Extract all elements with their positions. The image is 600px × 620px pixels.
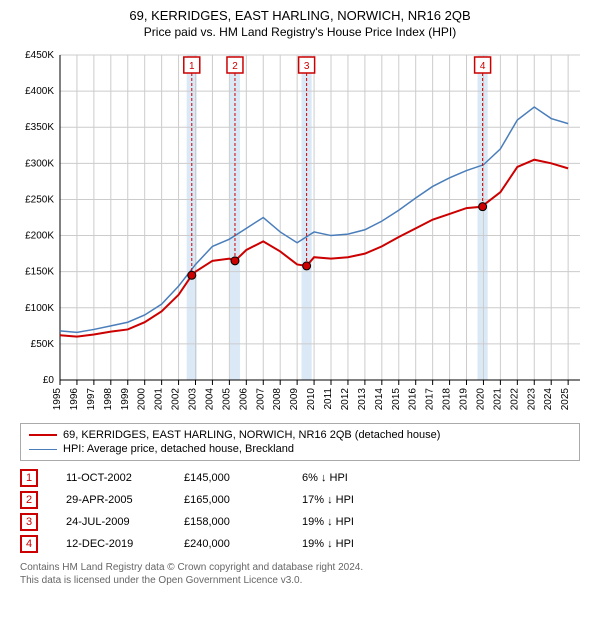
flag-label: 1 — [189, 61, 195, 72]
x-tick-label: 2018 — [442, 388, 453, 411]
sale-marker: 4 — [20, 535, 38, 553]
sale-price: £165,000 — [184, 494, 294, 506]
sale-point — [303, 262, 311, 270]
sales-table: 1 11-OCT-2002 £145,000 6% ↓ HPI 2 29-APR-2005… — [20, 467, 580, 555]
sale-price: £158,000 — [184, 516, 294, 528]
legend-swatch — [29, 434, 57, 436]
sale-date: 11-OCT-2002 — [46, 472, 176, 484]
sale-diff: 6% ↓ HPI — [302, 472, 422, 484]
y-tick-label: £0 — [43, 375, 55, 386]
page-title: 69, KERRIDGES, EAST HARLING, NORWICH, NR… — [10, 8, 590, 23]
y-tick-label: £400K — [25, 86, 54, 97]
chart-legend: 69, KERRIDGES, EAST HARLING, NORWICH, NR… — [20, 423, 580, 461]
x-tick-label: 2012 — [340, 388, 351, 411]
x-tick-label: 2013 — [357, 388, 368, 411]
x-tick-label: 2004 — [204, 388, 215, 411]
flag-label: 2 — [232, 61, 238, 72]
footnote-line: Contains HM Land Registry data © Crown c… — [20, 561, 580, 574]
sale-date: 24-JUL-2009 — [46, 516, 176, 528]
x-tick-label: 2025 — [560, 388, 571, 411]
sale-row: 4 12-DEC-2019 £240,000 19% ↓ HPI — [20, 533, 580, 555]
legend-label: 69, KERRIDGES, EAST HARLING, NORWICH, NR… — [63, 429, 440, 441]
sale-marker: 3 — [20, 513, 38, 531]
legend-item: 69, KERRIDGES, EAST HARLING, NORWICH, NR… — [29, 428, 571, 442]
legend-item: HPI: Average price, detached house, Brec… — [29, 442, 571, 456]
x-tick-label: 2002 — [171, 388, 182, 411]
x-tick-label: 1999 — [120, 388, 131, 411]
x-tick-label: 2006 — [238, 388, 249, 411]
sale-row: 3 24-JUL-2009 £158,000 19% ↓ HPI — [20, 511, 580, 533]
x-tick-label: 1996 — [69, 388, 80, 411]
sale-row: 1 11-OCT-2002 £145,000 6% ↓ HPI — [20, 467, 580, 489]
sale-diff: 19% ↓ HPI — [302, 538, 422, 550]
flag-label: 3 — [304, 61, 310, 72]
x-tick-label: 2007 — [255, 388, 266, 411]
x-tick-label: 2005 — [221, 388, 232, 411]
x-tick-label: 2017 — [425, 388, 436, 411]
y-tick-label: £300K — [25, 158, 54, 169]
x-tick-label: 2015 — [391, 388, 402, 411]
x-tick-label: 2014 — [374, 388, 385, 411]
x-tick-label: 2010 — [306, 388, 317, 411]
y-tick-label: £50K — [31, 339, 55, 350]
x-tick-label: 2009 — [289, 388, 300, 411]
x-tick-label: 2008 — [272, 388, 283, 411]
footnote: Contains HM Land Registry data © Crown c… — [20, 561, 580, 587]
x-tick-label: 2024 — [543, 388, 554, 411]
page-subtitle: Price paid vs. HM Land Registry's House … — [10, 25, 590, 39]
x-tick-label: 1995 — [52, 388, 63, 411]
price-chart: £0 £50K £100K £150K £200K £250K £300K £350K £400… — [10, 45, 590, 415]
y-tick-label: £450K — [25, 50, 54, 61]
sale-price: £145,000 — [184, 472, 294, 484]
sale-diff: 17% ↓ HPI — [302, 494, 422, 506]
x-tick-label: 2020 — [475, 388, 486, 411]
sale-point — [188, 271, 196, 279]
sale-date: 29-APR-2005 — [46, 494, 176, 506]
y-tick-label: £200K — [25, 231, 54, 242]
x-tick-label: 2021 — [492, 388, 503, 411]
sale-row: 2 29-APR-2005 £165,000 17% ↓ HPI — [20, 489, 580, 511]
sale-point — [231, 257, 239, 265]
y-tick-label: £150K — [25, 267, 54, 278]
sale-marker: 1 — [20, 469, 38, 487]
x-tick-label: 2022 — [509, 388, 520, 411]
x-tick-label: 2000 — [137, 388, 148, 411]
sale-price: £240,000 — [184, 538, 294, 550]
y-tick-label: £350K — [25, 122, 54, 133]
x-tick-label: 2023 — [526, 388, 537, 411]
legend-swatch — [29, 449, 57, 450]
x-tick-label: 2003 — [188, 388, 199, 411]
sale-point — [479, 203, 487, 211]
sale-date: 12-DEC-2019 — [46, 538, 176, 550]
legend-label: HPI: Average price, detached house, Brec… — [63, 443, 294, 455]
x-tick-label: 1998 — [103, 388, 114, 411]
flag-label: 4 — [480, 61, 486, 72]
y-tick-label: £100K — [25, 303, 54, 314]
sale-diff: 19% ↓ HPI — [302, 516, 422, 528]
x-tick-label: 1997 — [86, 388, 97, 411]
x-tick-label: 2019 — [459, 388, 470, 411]
footnote-line: This data is licensed under the Open Gov… — [20, 574, 580, 587]
x-tick-label: 2011 — [323, 388, 334, 410]
y-tick-label: £250K — [25, 194, 54, 205]
x-tick-label: 2001 — [154, 388, 165, 411]
sale-marker: 2 — [20, 491, 38, 509]
x-tick-label: 2016 — [408, 388, 419, 411]
